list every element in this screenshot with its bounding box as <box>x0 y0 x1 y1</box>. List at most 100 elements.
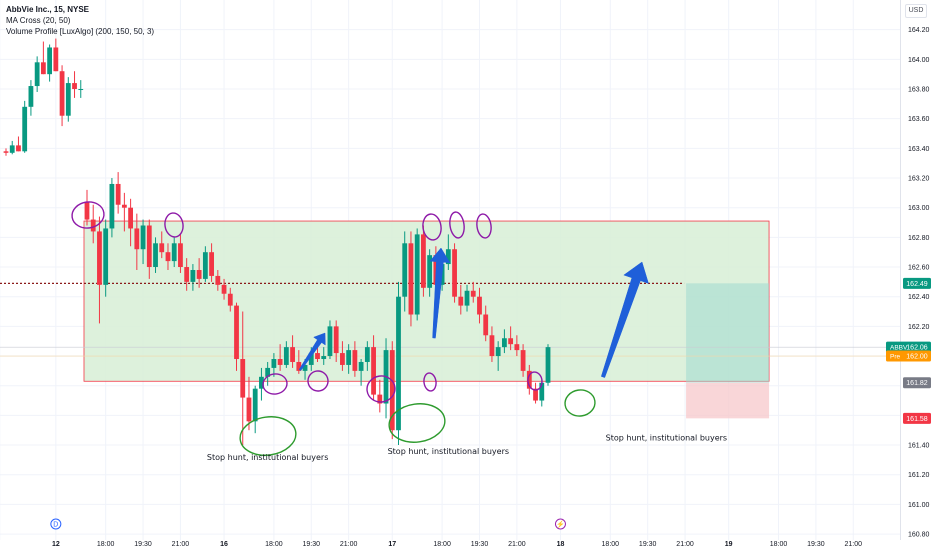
price-axis[interactable]: 164.20 164.00 163.80 163.60 163.40 163.20 163.… <box>900 0 932 550</box>
price-label: 161.58 <box>903 412 931 424</box>
highlight-circle <box>164 212 184 238</box>
candle-down <box>458 284 464 315</box>
time-tick-label: 21:00 <box>845 541 863 548</box>
candle-body <box>265 367 271 377</box>
candle-up <box>495 341 501 371</box>
time-tick-label: 19:30 <box>134 541 152 548</box>
long-position-tool-layer[interactable] <box>686 283 770 419</box>
candle-body <box>389 350 395 431</box>
candle-up <box>190 264 196 291</box>
time-tick-label: 19:30 <box>807 541 825 548</box>
symbol-title[interactable]: AbbVie Inc., 15, NYSE <box>6 5 89 14</box>
candle-down <box>371 335 376 401</box>
time-tick-label: 12 <box>52 541 60 548</box>
candle-body <box>215 275 221 285</box>
candle-up <box>47 44 53 82</box>
candle-up <box>545 344 551 386</box>
highlight-circle <box>262 373 288 395</box>
candle-down <box>489 326 495 362</box>
time-tick-label: 19:30 <box>639 541 657 548</box>
candle-body <box>171 243 177 262</box>
candle-up <box>34 56 40 92</box>
candle-body <box>16 145 21 152</box>
candle-up <box>464 284 470 312</box>
candle-down <box>333 320 339 362</box>
candle-up <box>283 341 289 368</box>
time-tick-label: 18:00 <box>97 541 115 548</box>
chart-legend: AbbVie Inc., 15, NYSE MA Cross (20, 50) … <box>6 4 154 37</box>
session-marker-circle[interactable] <box>50 518 62 530</box>
candle-down <box>59 65 65 127</box>
position-stop-area[interactable] <box>686 382 770 419</box>
candle-down <box>477 287 482 324</box>
candle-body <box>483 314 489 336</box>
stop-hunt-annotation: Stop hunt, institutional buyers <box>207 453 328 462</box>
candle-body <box>196 270 202 279</box>
candle-body <box>184 267 190 282</box>
candle-body <box>296 361 302 371</box>
candle-down <box>277 344 283 371</box>
candle-down <box>134 213 140 270</box>
price-tick-label: 162.60 <box>908 265 930 272</box>
candle-up <box>402 231 408 312</box>
price-tick-label: 163.20 <box>908 176 930 183</box>
candle-body <box>414 234 420 315</box>
candle-up <box>9 140 15 155</box>
time-axis[interactable]: 12 18:00 19:30 21:00 16 18:00 19:30 21:00 17 18:0… <box>0 540 932 550</box>
price-tick-label: 164.20 <box>908 27 930 34</box>
candle-body <box>97 231 102 285</box>
candle-up <box>153 237 158 273</box>
candle-up <box>321 347 327 365</box>
candle-body <box>3 151 9 153</box>
time-tick-label: 19:30 <box>471 541 489 548</box>
price-label-bg <box>886 341 931 353</box>
indicator-volume-profile[interactable]: Volume Profile [LuxAlgo] (200, 150, 50, … <box>6 27 155 36</box>
candle-down <box>128 198 133 247</box>
time-tick-label: 19 <box>725 541 733 548</box>
price-tick-label: 162.80 <box>908 235 930 242</box>
candle-body <box>202 252 208 279</box>
candle-body <box>315 353 320 360</box>
prior-close-price-label: 162.49 <box>903 277 931 289</box>
candle-body <box>28 86 34 107</box>
candle-body <box>140 225 146 250</box>
highlight-circle <box>422 213 442 241</box>
candle-down <box>227 287 233 312</box>
session-marker[interactable]: D <box>50 518 62 530</box>
currency-button[interactable]: USD <box>905 4 927 18</box>
candle-body <box>526 370 532 389</box>
candle-up <box>346 344 352 374</box>
candle-body <box>146 225 152 268</box>
position-target-area[interactable] <box>686 283 770 383</box>
indicator-ma-cross[interactable]: MA Cross (20, 50) <box>6 16 71 25</box>
candle-down <box>246 376 252 431</box>
candle-up <box>109 178 115 238</box>
stop-hunt-circle <box>388 403 446 443</box>
candle-up <box>414 228 420 321</box>
candle-down <box>3 148 9 156</box>
candle-body <box>346 350 352 365</box>
candle-body <box>489 335 495 357</box>
candle-up <box>427 249 433 297</box>
candle-body <box>377 394 383 404</box>
candle-up <box>22 100 28 153</box>
candle-down <box>209 243 214 282</box>
candle-body <box>47 47 53 75</box>
price-tick-label: 161.00 <box>908 502 930 509</box>
candle-body <box>520 350 526 371</box>
candle-up <box>265 361 271 386</box>
session-marker-circle[interactable] <box>554 518 566 530</box>
stop-hunt-annotation: Stop hunt, institutional buyers <box>606 434 727 443</box>
time-tick-label: 21:00 <box>508 541 526 548</box>
price-tick-label: 161.40 <box>908 443 930 450</box>
session-marker[interactable]: ⚡ <box>554 518 566 530</box>
candle-body <box>227 293 233 306</box>
candle-up <box>65 77 71 122</box>
candle-body <box>165 252 171 262</box>
price-tick-label: 161.20 <box>908 472 930 479</box>
candle-up <box>502 329 507 354</box>
candle-body <box>22 106 28 152</box>
candle-body <box>9 145 15 153</box>
